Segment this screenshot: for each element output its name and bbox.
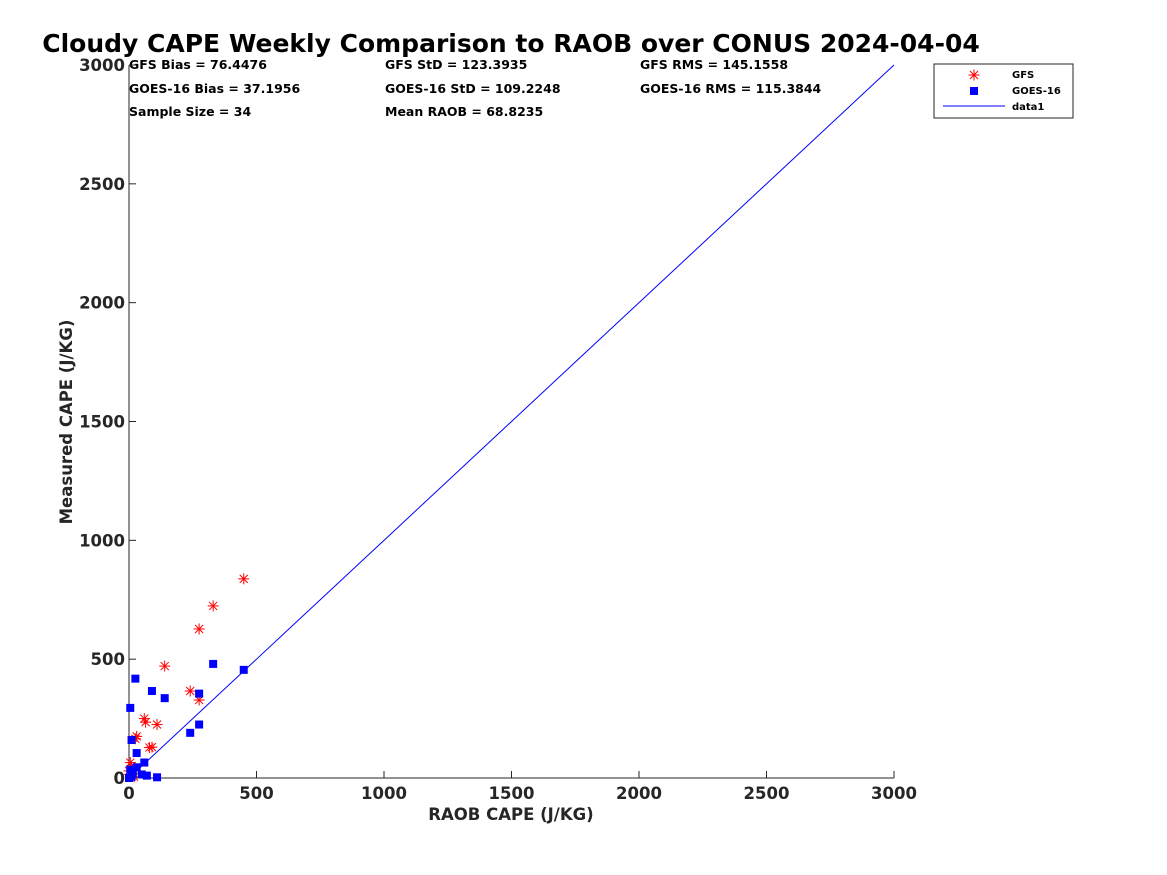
goes16-point — [131, 674, 140, 683]
y-ticks: 0 500 1000 1500 2000 2500 3000 — [79, 56, 136, 788]
gfs-point — [207, 600, 219, 612]
legend-data1-label: data1 — [1012, 102, 1044, 113]
x-tick-label: 500 — [239, 784, 273, 803]
goes16-point — [147, 687, 156, 696]
x-tick-label: 3000 — [871, 784, 917, 803]
goes16-point — [132, 763, 141, 772]
y-tick-label: 500 — [91, 650, 125, 669]
legend-box — [933, 63, 1074, 119]
stat-goes-rms: GOES-16 RMS = 115.3844 — [640, 81, 822, 96]
x-ticks: 0 500 1000 1500 2000 2500 3000 — [123, 771, 917, 803]
stat-gfs-std: GFS StD = 123.3935 — [385, 57, 527, 72]
legend-goes-label: GOES-16 — [1012, 86, 1061, 97]
series-line-data1 — [128, 64, 895, 779]
stat-sample-size: Sample Size = 34 — [129, 104, 251, 119]
goes16-point — [125, 774, 133, 782]
goes16-point — [128, 769, 137, 778]
legend: GFS GOES-16 data1 — [933, 63, 1074, 119]
stat-goes-std: GOES-16 StD = 109.2248 — [385, 81, 561, 96]
x-tick-label: 0 — [123, 784, 134, 803]
goes16-point — [209, 659, 218, 668]
gfs-point — [140, 716, 152, 728]
x-axis-label: RAOB CAPE (J/KG) — [428, 805, 593, 824]
gfs-point — [151, 719, 163, 731]
y-tick-label: 2000 — [79, 294, 125, 313]
legend-gfs-marker — [968, 69, 980, 81]
gfs-point — [143, 742, 155, 754]
legend-goes-marker — [970, 87, 978, 95]
goes16-point — [195, 720, 204, 729]
legend-goes-square — [970, 87, 978, 95]
stat-mean-raob: Mean RAOB = 68.8235 — [385, 104, 543, 119]
goes16-point — [126, 703, 135, 712]
y-axis-label: Measured CAPE (J/KG) — [57, 320, 76, 525]
gfs-point — [159, 660, 171, 672]
goes16-point — [142, 771, 151, 780]
gfs-point — [193, 623, 205, 635]
y-tick-label: 1000 — [79, 531, 125, 550]
goes16-point — [239, 665, 248, 674]
legend-gfs-label: GFS — [1012, 70, 1034, 81]
goes16-point — [140, 758, 149, 767]
goes16-point — [127, 735, 136, 744]
stat-gfs-rms: GFS RMS = 145.1558 — [640, 57, 788, 72]
x-tick-label: 2500 — [744, 784, 790, 803]
goes16-point — [160, 694, 169, 703]
legend-gfs-asterisk — [968, 69, 980, 81]
goes16-point — [195, 689, 204, 698]
x-tick-label: 1500 — [489, 784, 535, 803]
goes16-point — [137, 770, 146, 779]
x-tick-label: 2000 — [616, 784, 662, 803]
goes16-point — [186, 728, 195, 737]
y-tick-label: 3000 — [79, 56, 125, 75]
chart-title: Cloudy CAPE Weekly Comparison to RAOB ov… — [42, 29, 980, 58]
gfs-point — [184, 685, 196, 697]
stats-block: GFS Bias = 76.4476 GFS StD = 123.3935 GF… — [129, 57, 822, 119]
gfs-point — [238, 573, 250, 585]
x-tick-label: 1000 — [361, 784, 407, 803]
y-tick-label: 0 — [114, 769, 125, 788]
plot-area — [123, 64, 895, 783]
stat-goes-bias: GOES-16 Bias = 37.1956 — [129, 81, 300, 96]
stat-gfs-bias: GFS Bias = 76.4476 — [129, 57, 267, 72]
goes16-point — [153, 773, 162, 782]
goes16-point — [132, 749, 141, 758]
y-tick-label: 1500 — [79, 413, 125, 432]
y-tick-label: 2500 — [79, 175, 125, 194]
